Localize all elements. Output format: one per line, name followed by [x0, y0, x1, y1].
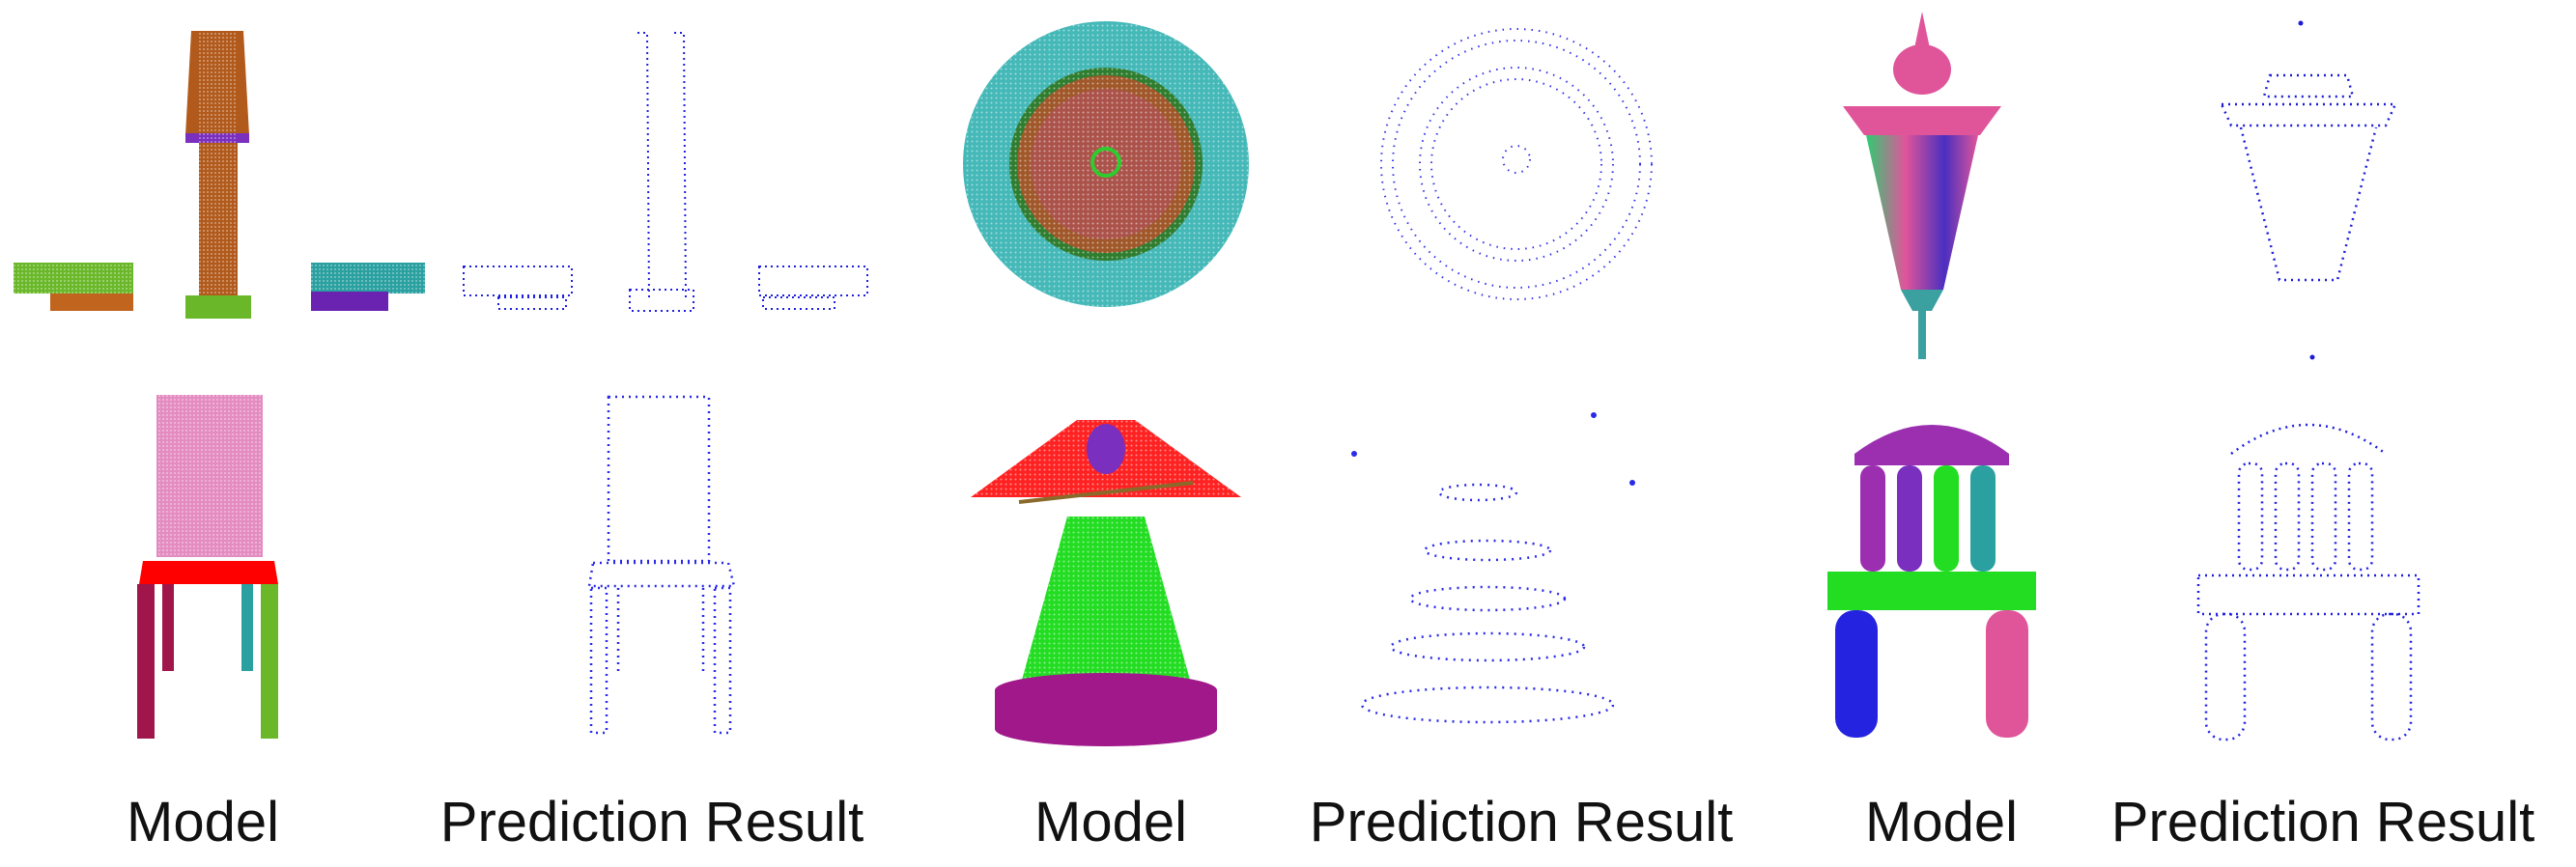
table-prediction-panel: [454, 10, 879, 328]
caption-prediction-3: Prediction Result: [2110, 791, 2535, 853]
caption-model-1: Model: [127, 791, 279, 853]
disc-prediction-pointcloud: [1380, 28, 1653, 300]
lamp-model-pointcloud: [971, 420, 1241, 746]
table-model-panel: [10, 10, 425, 328]
caption-prediction-1: Prediction Result: [439, 791, 864, 853]
caption-prediction-2: Prediction Result: [1309, 791, 1734, 853]
table-model-pointcloud: [14, 31, 425, 319]
chair-model-pointcloud: [137, 395, 278, 739]
lantern-model-pointcloud: [1843, 12, 2001, 359]
lamp-model-panel: [961, 391, 1251, 753]
lantern-prediction-panel: [2202, 19, 2415, 367]
bench-prediction-panel: [2193, 396, 2424, 753]
disc-model-pointcloud: [963, 21, 1249, 307]
chair-prediction-pointcloud: [587, 395, 736, 735]
chair-prediction-panel: [570, 391, 763, 748]
lantern-prediction-pointcloud: [2220, 20, 2397, 360]
caption-model-2: Model: [1034, 791, 1187, 853]
disc-model-panel: [951, 10, 1260, 319]
bench-prediction-pointcloud: [2196, 423, 2420, 741]
lantern-model-panel: [1826, 10, 2019, 367]
lamp-prediction-pointcloud: [1351, 412, 1635, 724]
chair-model-panel: [116, 391, 309, 748]
table-prediction-pointcloud: [463, 32, 868, 312]
caption-model-3: Model: [1865, 791, 2018, 853]
bench-model-panel: [1826, 396, 2038, 753]
lamp-prediction-panel: [1343, 406, 1661, 753]
bench-model-pointcloud: [1827, 425, 2036, 738]
disc-prediction-panel: [1372, 19, 1661, 309]
